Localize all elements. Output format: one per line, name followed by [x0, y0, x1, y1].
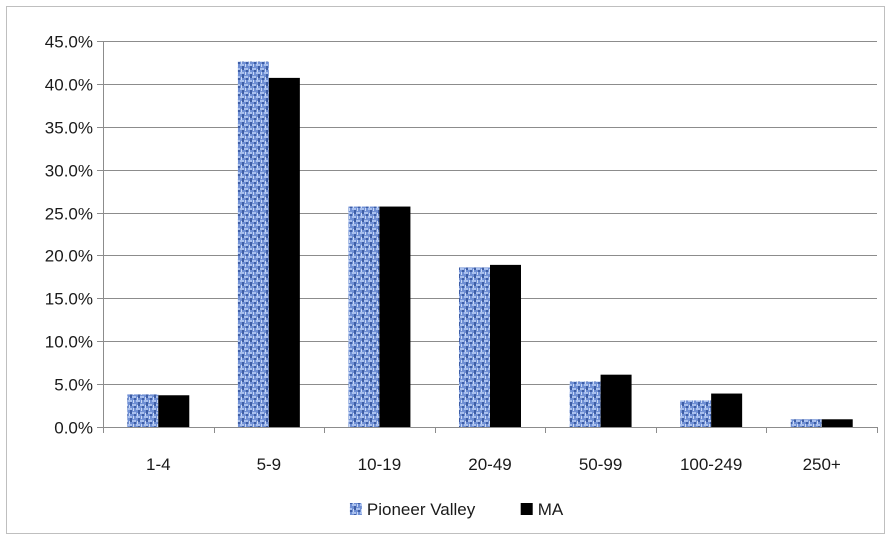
- axes: [97, 41, 878, 433]
- x-tick-label: 250+: [803, 455, 841, 474]
- bar: [600, 374, 632, 427]
- y-tick-label: 35.0%: [45, 119, 93, 138]
- x-tick-label: 20-49: [468, 455, 511, 474]
- x-tick-label: 50-99: [579, 455, 622, 474]
- legend: Pioneer Valley MA: [349, 500, 564, 519]
- y-tick-label: 30.0%: [45, 162, 93, 181]
- legend-swatch: [349, 503, 362, 515]
- y-tick-label: 5.0%: [54, 376, 93, 395]
- bar: [790, 419, 822, 427]
- bar: [348, 206, 380, 427]
- bar: [158, 395, 190, 427]
- y-tick-label: 25.0%: [45, 205, 93, 224]
- x-tick-label: 1-4: [146, 455, 171, 474]
- legend-label: Pioneer Valley: [367, 500, 476, 519]
- bar: [379, 206, 411, 427]
- bar: [237, 61, 269, 427]
- tick-labels: 0.0% 5.0% 10.0% 15.0% 20.0% 25.0% 30.0% 35.0% 40…: [45, 33, 841, 475]
- chart-frame: [6, 6, 885, 534]
- y-tick-label: 10.0%: [45, 333, 93, 352]
- legend-label: MA: [538, 500, 564, 519]
- bar: [711, 393, 743, 427]
- y-tick-label: 40.0%: [45, 76, 93, 95]
- y-tick-label: 45.0%: [45, 33, 93, 52]
- bar: [459, 267, 490, 427]
- bar: [127, 394, 159, 427]
- x-tick-label: 5-9: [257, 455, 282, 474]
- bar: [268, 77, 300, 427]
- y-tick-label: 15.0%: [45, 290, 93, 309]
- y-tick-label: 0.0%: [54, 419, 93, 438]
- bar: [680, 400, 712, 427]
- x-tick-label: 100-249: [680, 455, 742, 474]
- x-tick-label: 10-19: [358, 455, 401, 474]
- legend-swatch: [520, 503, 533, 515]
- y-tick-label: 20.0%: [45, 247, 93, 266]
- bar: [490, 264, 521, 427]
- bar: [569, 381, 601, 427]
- bars: [127, 61, 853, 427]
- gridlines: [103, 41, 877, 385]
- bar: [821, 419, 853, 427]
